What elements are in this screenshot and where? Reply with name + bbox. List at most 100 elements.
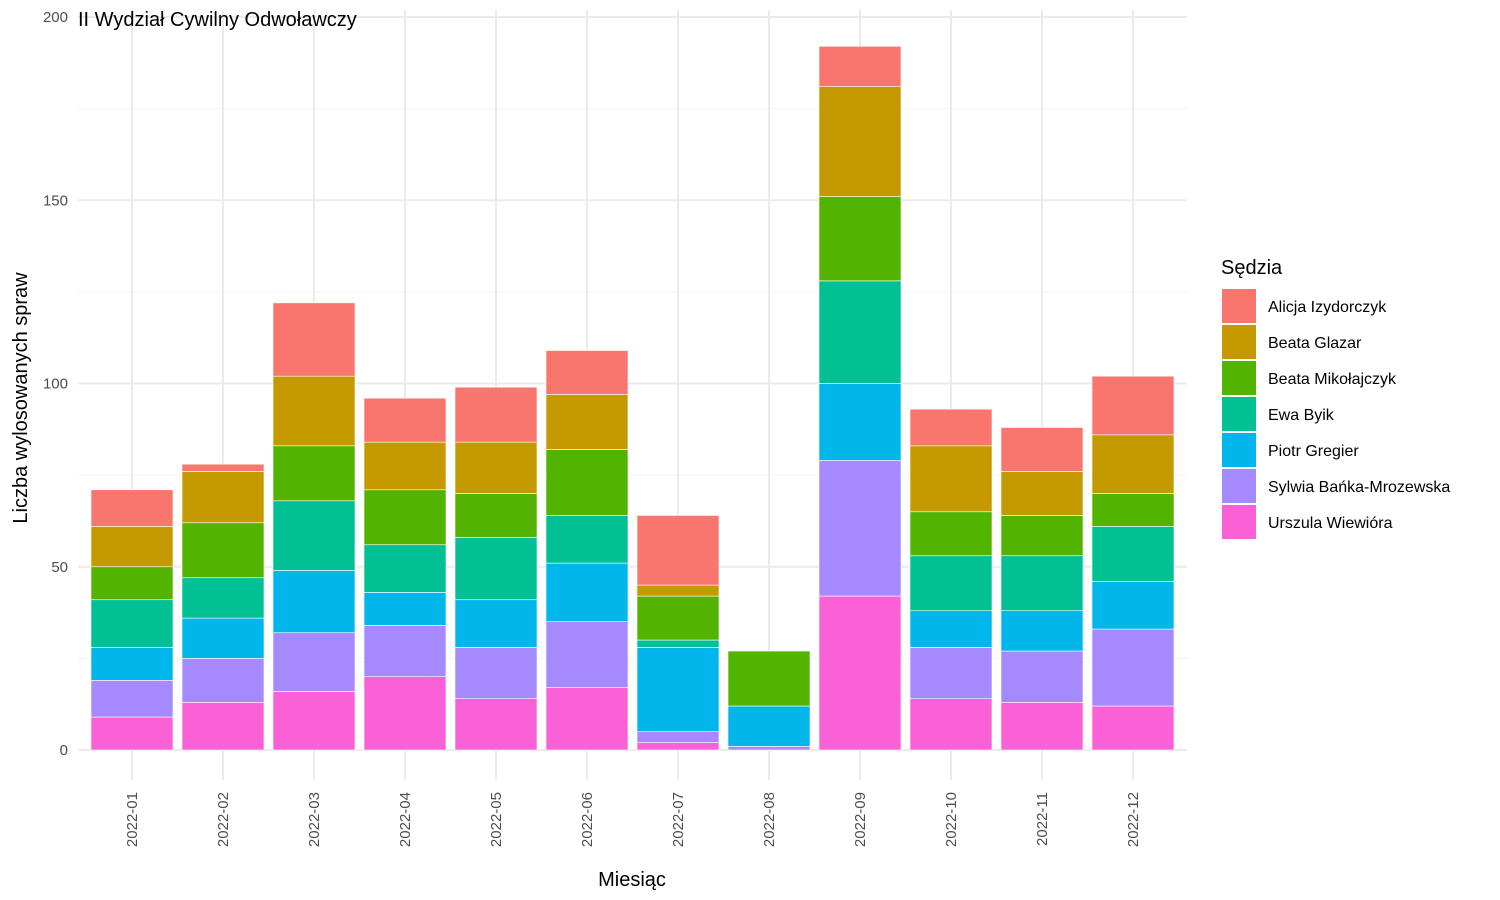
bar-stack-2022-11	[1000, 427, 1084, 751]
x-tick-label: 2022-07	[670, 792, 687, 847]
legend-label: Urszula Wiewióra	[1268, 515, 1393, 532]
bar-segment	[545, 621, 629, 688]
legend: Sędzia Alicja Izydorczyk Beata Glazar Beat…	[1221, 257, 1450, 539]
bar-segment	[181, 617, 265, 659]
bar-segment	[181, 463, 265, 472]
x-axis-title: Miesiąc	[598, 869, 666, 891]
bar-segment	[272, 375, 356, 447]
bar-stack-2022-03	[272, 302, 356, 751]
chart-title: II Wydział Cywilny Odwoławczy	[78, 9, 357, 31]
y-axis-title: Liczba wylosowanych spraw	[10, 272, 32, 524]
legend-title: Sędzia	[1221, 257, 1283, 279]
legend-label: Sylwia Bańka-Mrozewska	[1268, 479, 1450, 496]
bar-segment	[545, 350, 629, 395]
legend-item: Urszula Wiewióra	[1222, 505, 1393, 539]
bar-segment	[363, 441, 447, 491]
bar-segment	[818, 595, 902, 751]
legend-swatch	[1222, 325, 1256, 359]
legend-label: Beata Glazar	[1268, 335, 1362, 352]
bar-stack-2022-08	[727, 650, 811, 751]
bar-segment	[90, 566, 174, 601]
bar-segment	[1091, 493, 1175, 527]
bar-segment	[272, 691, 356, 751]
bar-segment	[1000, 515, 1084, 557]
bar-segment	[818, 280, 902, 384]
legend-item: Ewa Byik	[1222, 397, 1335, 431]
x-tick-label: 2022-09	[852, 792, 869, 847]
bar-segment	[1091, 375, 1175, 436]
bar-segment	[909, 408, 993, 447]
bar-segment	[454, 647, 538, 699]
bar-segment	[90, 680, 174, 718]
legend-label: Alicja Izydorczyk	[1268, 299, 1387, 316]
legend-item: Sylwia Bańka-Mrozewska	[1222, 469, 1450, 503]
bar-segment	[90, 716, 174, 751]
x-tick-label: 2022-01	[124, 792, 141, 847]
x-tick-label: 2022-06	[579, 792, 596, 847]
bar-segment	[727, 746, 811, 751]
x-tick-label: 2022-12	[1125, 792, 1142, 847]
bar-segment	[181, 658, 265, 703]
bar-segment	[181, 471, 265, 524]
bar-segment	[1000, 610, 1084, 652]
bar-segment	[818, 196, 902, 282]
bar-segment	[1091, 581, 1175, 630]
bar-segment	[272, 632, 356, 692]
legend-label: Piotr Gregier	[1268, 443, 1359, 460]
legend-swatch	[1222, 433, 1256, 467]
bar-segment	[1091, 628, 1175, 707]
x-tick-labels: 2022-01 2022-02 2022-03 2022-04 2022-05 2022-…	[124, 792, 1142, 847]
bar-stack-2022-12	[1091, 375, 1175, 751]
bars-layer	[90, 46, 1175, 751]
legend-label: Ewa Byik	[1268, 407, 1335, 424]
bar-segment	[90, 526, 174, 568]
bar-segment	[272, 302, 356, 377]
bar-segment	[636, 515, 720, 586]
bar-segment	[636, 639, 720, 648]
bar-segment	[454, 698, 538, 751]
bar-segment	[363, 625, 447, 678]
bar-segment	[636, 731, 720, 743]
bar-segment	[636, 584, 720, 597]
bar-segment	[181, 702, 265, 751]
bar-stack-2022-10	[909, 408, 993, 751]
bar-segment	[636, 595, 720, 641]
bar-segment	[363, 489, 447, 546]
legend-items: Alicja Izydorczyk Beata Glazar Beata Mikoł…	[1222, 289, 1450, 539]
bar-stack-2022-01	[90, 489, 174, 751]
x-tick-label: 2022-08	[761, 792, 778, 847]
bar-segment	[1091, 526, 1175, 582]
legend-item: Beata Mikołajczyk	[1222, 361, 1397, 395]
y-tick-label: 50	[51, 559, 68, 576]
x-tick-label: 2022-02	[215, 792, 232, 847]
bar-segment	[272, 500, 356, 571]
bar-segment	[363, 397, 447, 443]
bar-segment	[1000, 555, 1084, 612]
x-tick-label: 2022-04	[397, 792, 414, 847]
y-tick-label: 200	[43, 9, 68, 26]
bar-segment	[1000, 427, 1084, 472]
legend-swatch	[1222, 289, 1256, 323]
y-tick-label: 0	[60, 742, 68, 759]
bar-segment	[818, 86, 902, 197]
bar-segment	[1091, 705, 1175, 751]
bar-stack-2022-02	[181, 463, 265, 751]
bar-segment	[636, 742, 720, 751]
bar-segment	[636, 647, 720, 732]
bar-segment	[90, 599, 174, 648]
bar-segment	[818, 46, 902, 87]
x-tick-label: 2022-10	[943, 792, 960, 847]
legend-swatch	[1222, 505, 1256, 539]
bar-segment	[454, 537, 538, 601]
bar-segment	[272, 570, 356, 634]
y-tick-labels: 0 50 100 150 200	[43, 9, 68, 759]
bar-segment	[545, 394, 629, 450]
bar-segment	[90, 647, 174, 681]
bar-stack-2022-04	[363, 397, 447, 751]
bar-segment	[90, 489, 174, 527]
y-tick-label: 150	[43, 192, 68, 209]
bar-segment	[454, 599, 538, 648]
bar-segment	[818, 460, 902, 597]
bar-segment	[454, 441, 538, 494]
